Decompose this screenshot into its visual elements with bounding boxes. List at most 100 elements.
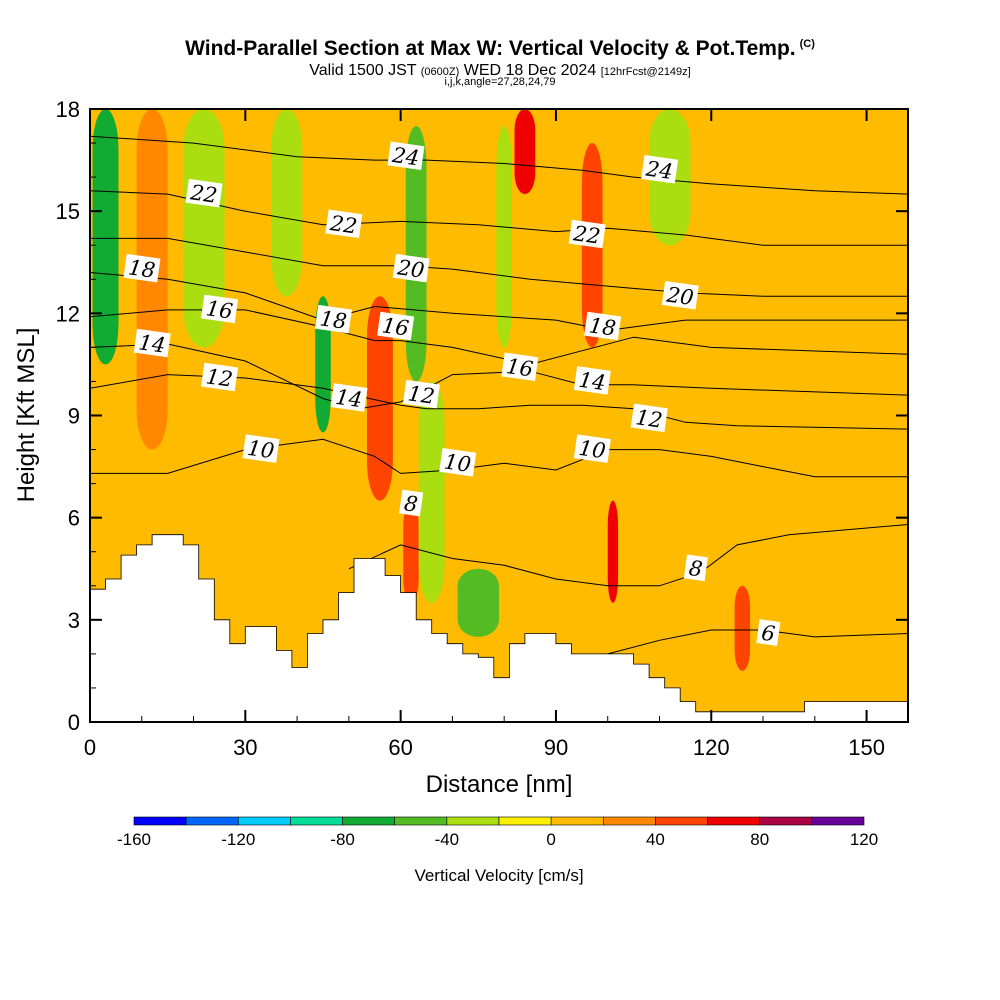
contour-label: 14 (573, 366, 611, 395)
contour-label-text: 20 (395, 255, 426, 283)
colorbar-tick-label: 80 (750, 830, 769, 849)
title-text: Wind-Parallel Section at Max W: Vertical… (185, 37, 796, 60)
contour-label: 18 (123, 253, 161, 283)
terrain-mask (90, 534, 908, 722)
contour-label-bg (399, 489, 424, 517)
contour-label-bg (133, 328, 171, 358)
velocity-cell (457, 568, 499, 637)
contour-label: 20 (661, 281, 699, 310)
y-tick-label: 9 (68, 404, 80, 429)
contour-label: 14 (133, 328, 171, 358)
colorbar-tick-label: -80 (330, 830, 355, 849)
colorbar-swatch (237, 816, 291, 826)
colorbar-swatch (446, 816, 500, 826)
grid-indices: i,j,k,angle=27,28,24,79 (444, 76, 556, 88)
velocity-cell (734, 585, 751, 671)
valid-date: WED 18 Dec 2024 (463, 62, 597, 79)
valid-time: Valid 1500 JST (309, 62, 417, 79)
colorbar-swatch (707, 816, 761, 826)
contour-label-bg (330, 383, 368, 412)
contour-label: 20 (392, 253, 430, 283)
colorbar-tick-label: 120 (850, 830, 878, 849)
contour-label-text: 16 (381, 313, 411, 340)
velocity-cell (607, 500, 619, 603)
colorbar-swatch (602, 816, 656, 826)
copyright-mark: (C) (799, 38, 815, 50)
contour-label: 24 (641, 155, 679, 184)
contour-label-bg (573, 366, 611, 395)
contour-label-text: 24 (390, 143, 421, 171)
contour-label-bg (630, 403, 668, 433)
contour-label-bg (439, 447, 477, 477)
colorbar-tick-label: -40 (435, 830, 460, 849)
contour-label-bg (641, 155, 679, 184)
contour-label: 16 (377, 311, 415, 341)
y-tick-label: 3 (68, 608, 80, 633)
contour-label-bg (661, 281, 699, 310)
contour-label-bg (242, 434, 280, 463)
contour-label-bg (584, 311, 622, 341)
colorbar: -160 -120 -80 -40 0 40 80 120 (117, 816, 878, 849)
theta-contour-12 (90, 374, 908, 430)
theta-contour-24 (90, 135, 908, 195)
contour-label-bg (501, 352, 539, 382)
contour-label: 12 (630, 403, 668, 433)
contour-label-bg (201, 362, 239, 392)
velocity-cell (514, 109, 536, 195)
chart-title: Wind-Parallel Section at Max W: Vertical… (0, 37, 1000, 61)
contour-label-bg (756, 619, 781, 646)
utc-time: (0600Z) (420, 66, 460, 78)
contour-label: 18 (314, 304, 352, 334)
colorbar-swatch (342, 816, 396, 826)
contour-label-text: 8 (403, 491, 420, 517)
contour-label-bg (402, 379, 440, 409)
contour-label-text: 10 (443, 449, 473, 476)
contour-label-bg (377, 311, 415, 341)
contour-label-text: 6 (760, 621, 777, 647)
velocity-cell (315, 296, 331, 433)
x-tick-label: 120 (693, 735, 730, 760)
colorbar-swatch (550, 816, 604, 826)
contour-label: 22 (185, 178, 223, 208)
contour-label: 12 (201, 362, 239, 392)
contour-label-text: 10 (577, 436, 607, 463)
velocity-cell (496, 126, 512, 348)
x-tick-label: 90 (544, 735, 568, 760)
velocity-cell (403, 500, 419, 603)
theta-contour-6 (607, 629, 908, 655)
contour-label-text: 12 (204, 364, 234, 391)
colorbar-swatch (811, 816, 865, 826)
terrain (90, 534, 908, 722)
contour-label-bg (314, 304, 352, 334)
colorbar-swatch (655, 816, 708, 826)
contour-label-bg (683, 554, 708, 582)
contour-label-text: 18 (127, 255, 157, 282)
velocity-cell (271, 109, 303, 297)
contour-label: 24 (387, 141, 425, 171)
axes: 0 30 60 90 120 150 0 3 6 9 12 15 18 (56, 97, 908, 760)
contour-label-text: 10 (246, 436, 276, 463)
contour-label: 10 (573, 434, 611, 463)
colorbar-swatch (133, 816, 187, 826)
x-tick-label: 150 (848, 735, 885, 760)
theta-contour-20 (90, 237, 908, 297)
colorbar-tick-label: -160 (117, 830, 151, 849)
y-axis-label: Height [Kft MSL] (13, 328, 40, 503)
contour-label: 14 (330, 383, 368, 412)
contour-label-bg (201, 294, 239, 324)
colorbar-tick-label: -120 (221, 830, 255, 849)
contour-label: 8 (683, 554, 708, 582)
y-tick-label: 0 (68, 710, 80, 735)
colorbar-title: Vertical Velocity [cm/s] (414, 866, 583, 885)
contour-label: 10 (242, 434, 280, 463)
x-tick-label: 0 (84, 735, 96, 760)
colorbar-swatch (185, 816, 239, 826)
contour-label: 12 (402, 379, 440, 409)
y-tick-label: 15 (56, 199, 80, 224)
contour-label-text: 14 (577, 368, 607, 395)
contour-label: 22 (568, 219, 606, 249)
contour-label-text: 16 (204, 296, 234, 323)
velocity-cell (92, 109, 119, 365)
contour-label-text: 18 (318, 306, 348, 333)
